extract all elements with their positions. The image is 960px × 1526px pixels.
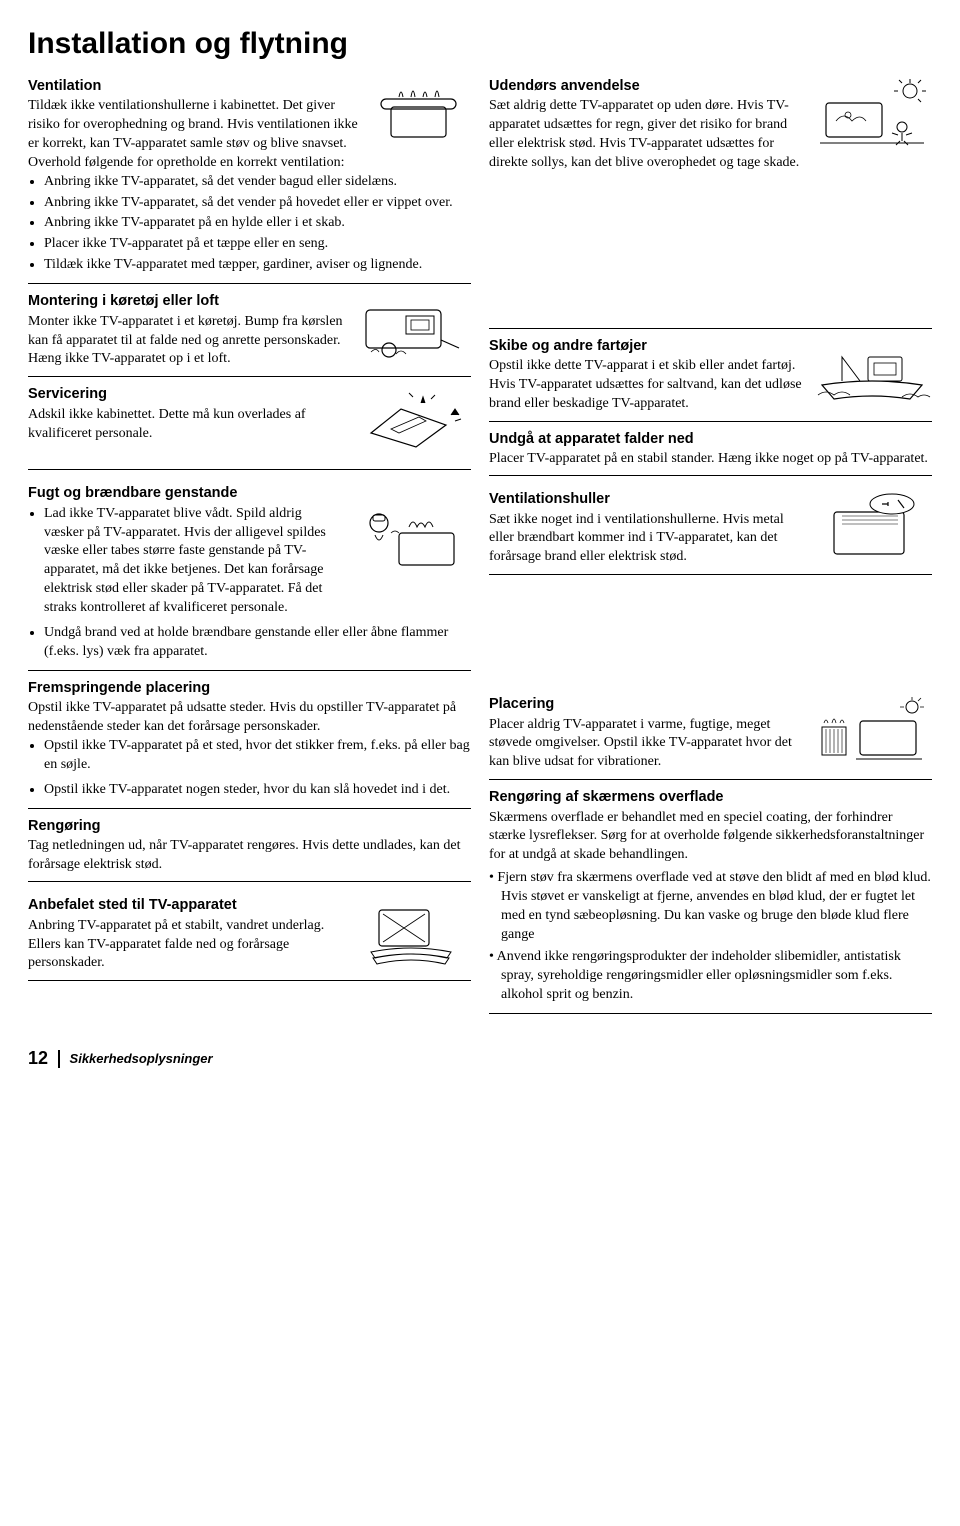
- section-falling: Undgå at apparatet falder ned Placer TV-…: [489, 430, 932, 476]
- page-title: Installation og flytning: [28, 24, 932, 65]
- section-ships: Skibe og andre fartøjer Opstil ikke dett…: [489, 337, 932, 422]
- placement-body: Placer aldrig TV-apparatet i varme, fugt…: [489, 717, 792, 770]
- section-ventilation: Ventilation Tildæk ikke ventilationshull…: [28, 77, 471, 285]
- outdoor-illustration: [812, 77, 932, 155]
- left-column: Ventilation Tildæk ikke ventilationshull…: [28, 77, 471, 1023]
- list-item: Tildæk ikke TV-apparatet med tæpper, gar…: [44, 256, 471, 275]
- page-number: 12: [28, 1046, 48, 1070]
- service-title: Servicering: [28, 385, 343, 405]
- section-mounting: Montering i køretøj eller loft Monter ik…: [28, 292, 471, 377]
- section-cleaning: Rengøring Tag netledningen ud, når TV-ap…: [28, 817, 471, 882]
- right-column: Udendørs anvendelse Sæt aldrig dette TV-…: [489, 77, 932, 1023]
- placement-title: Placering: [489, 695, 804, 715]
- section-placement: Placering Placer aldrig TV-apparatet i v…: [489, 695, 932, 780]
- moisture-bullet-2: Undgå brand ved at holde brændbare genst…: [44, 624, 471, 662]
- list-item: Placer ikke TV-apparatet på et tæppe ell…: [44, 235, 471, 254]
- ventilation-intro: Tildæk ikke ventilationshullerne i kabin…: [28, 98, 358, 170]
- screenclean-bullet-1: Fjern støv fra skærmens overflade ved at…: [489, 869, 932, 945]
- ships-title: Skibe og andre fartøjer: [489, 337, 804, 357]
- ventholes-title: Ventilationshuller: [489, 490, 804, 510]
- falling-body: Placer TV-apparatet på en stabil stander…: [489, 450, 932, 469]
- recommended-illustration: [351, 896, 471, 974]
- service-illustration: [351, 385, 471, 463]
- protruding-title: Fremspringende placering: [28, 679, 471, 699]
- list-item: Anbring ikke TV-apparatet, så det vender…: [44, 173, 471, 192]
- caravan-illustration: [351, 292, 471, 370]
- protruding-bullet-1: Opstil ikke TV-apparatet på et sted, hvo…: [44, 737, 471, 775]
- cleaning-body: Tag netledningen ud, når TV-apparatet re…: [28, 837, 471, 875]
- ventholes-illustration: [812, 490, 932, 568]
- falling-title: Undgå at apparatet falder ned: [489, 430, 932, 450]
- placement-illustration: [812, 695, 932, 773]
- mounting-body: Monter ikke TV-apparatet i et køretøj. B…: [28, 314, 343, 367]
- recommended-body: Anbring TV-apparatet på et stabilt, vand…: [28, 918, 324, 971]
- service-body: Adskil ikke kabinettet. Dette må kun ove…: [28, 407, 306, 441]
- ventilation-illustration: [371, 77, 471, 147]
- screenclean-intro: Skærmens overflade er behandlet med en s…: [489, 809, 932, 866]
- section-recommended: Anbefalet sted til TV-apparatet Anbring …: [28, 896, 471, 981]
- section-moisture: Fugt og brændbare genstande Lad ikke TV-…: [28, 484, 471, 671]
- section-screenclean: Rengøring af skærmens overflade Skærmens…: [489, 788, 932, 1014]
- recommended-title: Anbefalet sted til TV-apparatet: [28, 896, 343, 916]
- section-protruding-2: Opstil ikke TV-apparatet nogen steder, h…: [28, 781, 471, 809]
- mounting-title: Montering i køretøj eller loft: [28, 292, 343, 312]
- outdoor-title: Udendørs anvendelse: [489, 77, 804, 97]
- ventholes-body: Sæt ikke noget ind i ventilationshullern…: [489, 512, 784, 565]
- section-ventholes: Ventilationshuller Sæt ikke noget ind i …: [489, 490, 932, 575]
- section-protruding: Fremspringende placering Opstil ikke TV-…: [28, 679, 471, 775]
- protruding-bullet-2: Opstil ikke TV-apparatet nogen steder, h…: [44, 781, 471, 800]
- page-footer: 12 Sikkerhedsoplysninger: [28, 1046, 932, 1070]
- ships-body: Opstil ikke dette TV-apparat i et skib e…: [489, 358, 802, 411]
- moisture-bullet-1: Lad ikke TV-apparatet blive vådt. Spild …: [44, 505, 343, 618]
- screenclean-bullet-2: Anvend ikke rengøringsprodukter der inde…: [489, 948, 932, 1005]
- moisture-illustration: [351, 505, 471, 577]
- cleaning-title: Rengøring: [28, 817, 471, 837]
- section-service: Servicering Adskil ikke kabinettet. Dett…: [28, 385, 471, 470]
- footer-section-label: Sikkerhedsoplysninger: [70, 1050, 213, 1068]
- protruding-intro: Opstil ikke TV-apparatet på udsatte sted…: [28, 699, 471, 737]
- footer-divider: [58, 1050, 60, 1068]
- screenclean-title: Rengøring af skærmens overflade: [489, 788, 932, 808]
- outdoor-body: Sæt aldrig dette TV-apparatet op uden dø…: [489, 98, 799, 170]
- content-columns: Ventilation Tildæk ikke ventilationshull…: [28, 77, 932, 1023]
- list-item: Anbring ikke TV-apparatet på en hylde el…: [44, 214, 471, 233]
- list-item: Anbring ikke TV-apparatet, så det vender…: [44, 194, 471, 213]
- ventilation-title: Ventilation: [28, 77, 363, 97]
- ships-illustration: [812, 337, 932, 415]
- ventilation-bullets: Anbring ikke TV-apparatet, så det vender…: [28, 173, 471, 275]
- moisture-title: Fugt og brændbare genstande: [28, 484, 471, 504]
- section-outdoor: Udendørs anvendelse Sæt aldrig dette TV-…: [489, 77, 932, 329]
